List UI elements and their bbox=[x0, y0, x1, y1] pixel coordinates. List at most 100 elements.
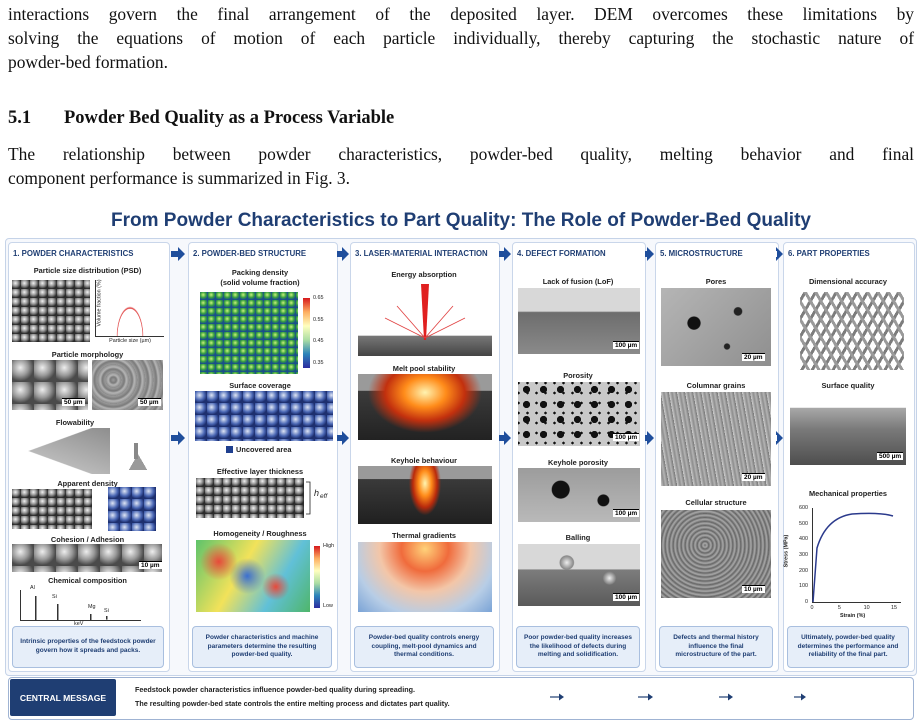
central-message-text: The resulting powder-bed state controls … bbox=[135, 699, 450, 708]
label: Keyhole porosity bbox=[548, 458, 608, 467]
scale-bar: 100 µm bbox=[613, 509, 640, 517]
image bbox=[12, 428, 110, 474]
caption: Ultimately, powder-bed quality determine… bbox=[797, 633, 899, 659]
label: (solid volume fraction) bbox=[220, 278, 300, 287]
label: 0.65 bbox=[313, 295, 324, 301]
section-title: Powder Bed Quality as a Process Variable bbox=[64, 108, 395, 128]
scale-bar: 10 µm bbox=[139, 561, 162, 569]
label: 0.35 bbox=[313, 359, 324, 366]
label: Balling bbox=[565, 533, 591, 542]
label: Si bbox=[104, 608, 109, 614]
image bbox=[661, 392, 771, 486]
symbol-subscript: eff bbox=[320, 493, 328, 500]
image bbox=[195, 391, 333, 441]
central-message-bar bbox=[8, 677, 914, 720]
scale-bar: 100 µm bbox=[613, 593, 640, 601]
paragraph-line: solving the equations of motion of each … bbox=[8, 28, 914, 48]
image bbox=[12, 280, 90, 342]
y-tick-label: 200 bbox=[799, 567, 808, 574]
label: Energy absorption bbox=[391, 270, 457, 279]
paragraph-line: powder-bed formation. bbox=[8, 52, 168, 72]
section-heading: 5.1 Powder Bed Quality as a Process Varia… bbox=[8, 108, 394, 129]
label: Effective layer thickness bbox=[216, 467, 304, 476]
label: Flowability bbox=[55, 418, 95, 427]
scale-bar: 20 µm bbox=[742, 353, 765, 361]
column-header: 3. LASER-MATERIAL INTERACTION bbox=[355, 249, 488, 258]
label: Homogeneity / Roughness bbox=[213, 529, 307, 538]
y-tick-label: 500 bbox=[799, 520, 808, 527]
axis-label: Volume fraction (%) bbox=[96, 279, 103, 327]
lattice bbox=[800, 292, 904, 370]
label: Cohesion / Adhesion bbox=[50, 535, 125, 544]
label: 15 bbox=[891, 605, 897, 611]
label: keV bbox=[74, 621, 84, 627]
label: 0 bbox=[810, 605, 814, 611]
scale-bar: 10 µm bbox=[742, 585, 765, 593]
label: Particle morphology bbox=[51, 350, 124, 359]
column-header: 2. POWDER-BED STRUCTURE bbox=[193, 249, 307, 258]
image bbox=[303, 298, 310, 368]
label: Apparent density bbox=[57, 479, 118, 488]
paragraph-line: The relationship between powder characte… bbox=[8, 144, 914, 164]
caption-box: Powder characteristics and machine param… bbox=[192, 626, 332, 668]
y-tick-label: 300 bbox=[799, 552, 808, 558]
image bbox=[12, 489, 92, 529]
column-header: 1. POWDER CHARACTERISTICS bbox=[13, 249, 134, 258]
central-message-label: CENTRAL MESSAGE bbox=[10, 679, 116, 716]
scale-bar: 50 µm bbox=[138, 398, 161, 406]
column-header: 4. DEFECT FORMATION bbox=[517, 249, 606, 258]
label: Low bbox=[323, 603, 333, 609]
label: Surface coverage bbox=[229, 381, 291, 390]
caption-box: Defects and thermal history influence th… bbox=[659, 626, 773, 668]
plot-area bbox=[812, 508, 901, 603]
label: Thermal gradients bbox=[391, 531, 457, 540]
scale-bar: 500 µm bbox=[877, 452, 904, 460]
image bbox=[314, 546, 320, 608]
y-tick-label: 0 bbox=[805, 599, 808, 605]
label: Mechanical properties bbox=[808, 489, 888, 498]
figure-title: From Powder Characteristics to Part Qual… bbox=[111, 210, 811, 231]
caption-box: Ultimately, powder-bed quality determine… bbox=[787, 626, 909, 668]
label: Si bbox=[52, 594, 57, 600]
caption: Defects and thermal history influence th… bbox=[673, 633, 759, 659]
column-header: 6. PART PROPERTIES bbox=[788, 249, 870, 258]
image bbox=[196, 540, 310, 612]
paragraph-line: component performance is summarized in F… bbox=[8, 168, 350, 188]
label: 0.55 bbox=[313, 316, 324, 323]
label: Uncovered area bbox=[236, 445, 292, 454]
image bbox=[661, 510, 771, 598]
label: 10 bbox=[863, 605, 870, 611]
label: Chemical composition bbox=[48, 576, 127, 585]
caption: Intrinsic properties of the feedstock po… bbox=[20, 638, 156, 654]
image bbox=[108, 487, 156, 531]
label: Dimensional accuracy bbox=[808, 277, 888, 286]
label: Strain (%) bbox=[840, 613, 866, 619]
central-message-text: Feedstock powder characteristics influen… bbox=[135, 685, 415, 694]
caption-box: Intrinsic properties of the feedstock po… bbox=[12, 626, 164, 668]
legend-swatch bbox=[226, 446, 233, 453]
label: Melt pool stability bbox=[392, 364, 456, 373]
caption: Poor powder-bed quality increases the li… bbox=[524, 633, 632, 659]
label: Cellular structure bbox=[685, 498, 747, 507]
label: Surface quality bbox=[821, 381, 875, 390]
label: Particle size (µm) bbox=[109, 338, 151, 344]
label: Pores bbox=[705, 277, 727, 286]
label: Keyhole behaviour bbox=[390, 456, 458, 465]
label: Mg bbox=[88, 604, 96, 610]
image bbox=[358, 282, 492, 356]
y-tick-label: 400 bbox=[799, 536, 808, 543]
symbol: h bbox=[314, 488, 320, 498]
image bbox=[196, 478, 304, 518]
funnel bbox=[118, 430, 158, 470]
scale-bar: 50 µm bbox=[62, 398, 85, 406]
section-number: 5.1 bbox=[8, 108, 32, 128]
label: Lack of fusion (LoF) bbox=[542, 277, 614, 286]
caption: Powder-bed quality controls energy coupl… bbox=[368, 633, 480, 659]
image bbox=[358, 542, 492, 612]
column-header: 5. MICROSTRUCTURE bbox=[660, 249, 743, 258]
label: 0.45 bbox=[313, 338, 324, 344]
label: Al bbox=[30, 585, 35, 591]
scale-bar: 100 µm bbox=[613, 341, 640, 349]
scale-bar: 20 µm bbox=[742, 473, 765, 481]
